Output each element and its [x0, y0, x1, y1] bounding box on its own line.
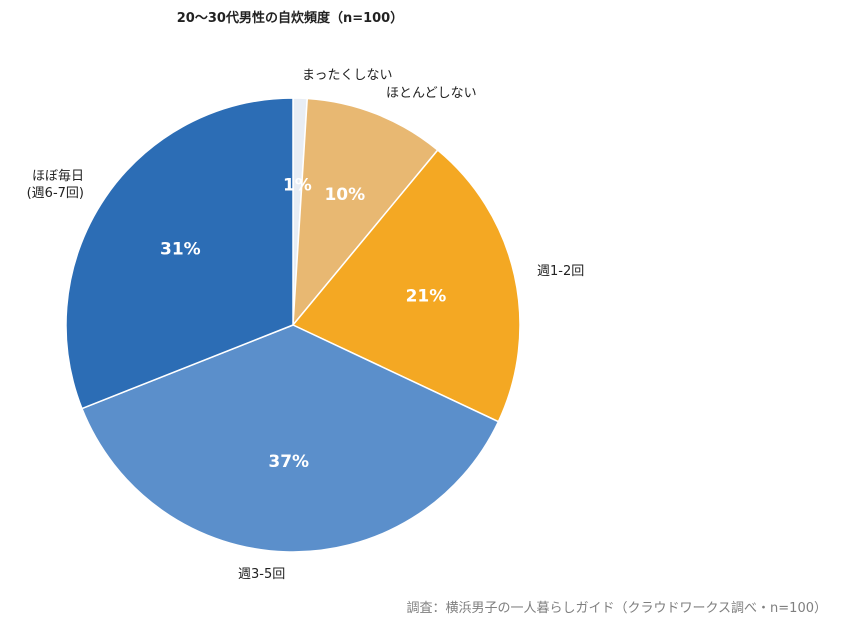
percent-label: 37%	[268, 452, 309, 472]
pie-slice	[65, 97, 294, 410]
percent-label: 21%	[406, 286, 447, 306]
percent-label: 1%	[283, 175, 312, 195]
source-note: 調査：横浜男子の一人暮らしガイド（クラウドワークス調べ・n=100）	[406, 601, 827, 616]
category-label: 週1-2回	[537, 264, 584, 279]
percent-label: 10%	[324, 185, 365, 205]
category-label: ほぼ毎日(週6-7回)	[27, 168, 84, 201]
category-label: 週3-5回	[238, 567, 285, 582]
pie-slice	[291, 149, 521, 423]
percent-label: 31%	[160, 239, 201, 259]
pie-slice	[292, 97, 439, 328]
category-label: まったくしない	[302, 68, 392, 83]
pie-slice	[80, 324, 500, 553]
chart-title: 20〜30代男性の自炊頻度（n=100）	[176, 11, 404, 26]
category-label: ほとんどしない	[386, 86, 477, 101]
